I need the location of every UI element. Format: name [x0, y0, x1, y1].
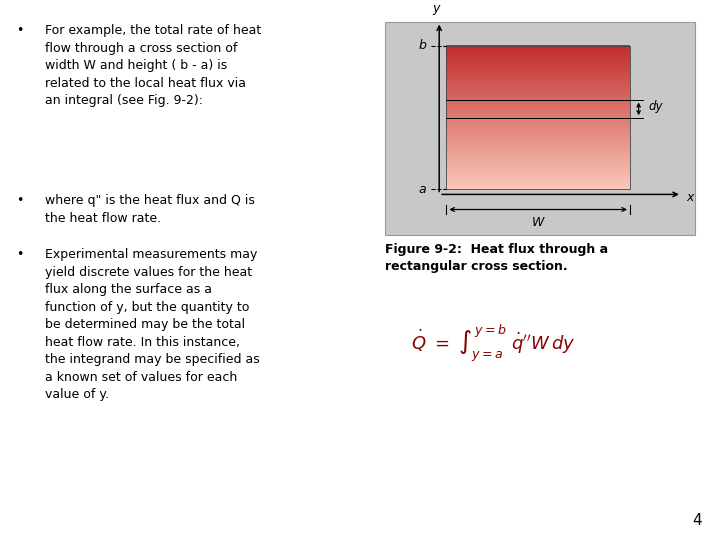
Bar — [446, 93, 630, 96]
Text: W: W — [532, 216, 544, 229]
Bar — [446, 86, 630, 89]
Bar — [446, 130, 630, 132]
Bar — [446, 127, 630, 130]
Bar — [446, 147, 630, 150]
Bar — [446, 85, 630, 87]
Bar — [446, 153, 630, 155]
Bar — [446, 122, 630, 125]
Bar — [446, 160, 630, 162]
Bar — [446, 72, 630, 75]
Text: dy: dy — [648, 100, 662, 113]
Bar — [446, 164, 630, 166]
Text: Figure 9-2:  Heat flux through a
rectangular cross section.: Figure 9-2: Heat flux through a rectangu… — [385, 243, 608, 273]
Text: •: • — [16, 24, 23, 37]
Bar — [446, 55, 630, 57]
Bar — [446, 154, 630, 157]
Bar — [446, 104, 630, 107]
Text: where q" is the heat flux and Q is
the heat flow rate.: where q" is the heat flux and Q is the h… — [45, 194, 254, 225]
Text: b: b — [418, 39, 426, 52]
Text: a: a — [418, 183, 426, 195]
Bar — [446, 88, 630, 91]
Bar — [446, 138, 630, 141]
Text: •: • — [16, 194, 23, 207]
Bar — [446, 81, 630, 84]
Bar — [446, 124, 630, 126]
Bar — [446, 126, 630, 128]
Bar — [385, 22, 695, 235]
Bar — [446, 113, 630, 116]
Bar — [446, 135, 630, 137]
Bar — [446, 101, 630, 103]
Bar — [446, 137, 630, 139]
Bar — [446, 169, 630, 171]
Bar — [446, 144, 630, 146]
Bar — [446, 58, 630, 60]
Bar — [446, 110, 630, 112]
Bar — [446, 106, 630, 109]
Bar — [446, 108, 630, 110]
Bar — [446, 97, 630, 99]
Bar — [446, 119, 630, 121]
Bar — [446, 83, 630, 85]
Bar — [446, 187, 630, 189]
Bar — [446, 165, 630, 167]
Bar — [446, 96, 630, 98]
Bar — [446, 149, 630, 151]
Bar — [446, 156, 630, 159]
Bar — [446, 181, 630, 184]
Bar — [446, 74, 630, 76]
Bar — [446, 63, 630, 65]
Bar — [446, 178, 630, 180]
Text: $\dot{Q}\ =\ \int_{y=a}^{y=b}\ \dot{q}^{\prime\prime}W\,dy$: $\dot{Q}\ =\ \int_{y=a}^{y=b}\ \dot{q}^{… — [411, 322, 575, 363]
Bar — [446, 142, 630, 144]
Bar — [446, 67, 630, 69]
Bar — [446, 69, 630, 71]
Bar — [446, 174, 630, 177]
Bar — [446, 112, 630, 114]
Bar — [446, 47, 630, 50]
Bar — [446, 185, 630, 187]
Text: y: y — [432, 2, 439, 15]
Bar — [446, 51, 630, 53]
Bar — [446, 131, 630, 133]
Bar — [446, 76, 630, 78]
Text: x: x — [686, 191, 693, 204]
Text: •: • — [16, 248, 23, 261]
Bar — [446, 179, 630, 182]
Bar — [446, 151, 630, 153]
Bar — [446, 176, 630, 178]
Text: Experimental measurements may
yield discrete values for the heat
flux along the : Experimental measurements may yield disc… — [45, 248, 259, 401]
Bar — [446, 158, 630, 160]
Bar — [446, 140, 630, 143]
Bar — [446, 90, 630, 92]
Bar — [446, 62, 630, 64]
Bar — [446, 146, 630, 148]
Bar — [446, 117, 630, 119]
Bar — [446, 120, 630, 123]
Text: 4: 4 — [693, 513, 702, 528]
Bar — [446, 45, 630, 48]
Bar — [446, 52, 630, 55]
Bar — [446, 79, 630, 82]
Bar — [446, 46, 630, 189]
Bar — [446, 103, 630, 105]
Bar — [446, 99, 630, 102]
Bar — [446, 49, 630, 51]
Bar — [446, 65, 630, 68]
Bar — [446, 115, 630, 117]
Text: For example, the total rate of heat
flow through a cross section of
width W and : For example, the total rate of heat flow… — [45, 24, 261, 107]
Bar — [446, 167, 630, 170]
Bar — [446, 56, 630, 58]
Bar — [446, 172, 630, 175]
Bar — [446, 133, 630, 136]
Bar — [446, 60, 630, 62]
Bar — [446, 92, 630, 94]
Bar — [446, 78, 630, 80]
Bar — [446, 161, 630, 164]
Bar — [446, 183, 630, 185]
Bar — [446, 171, 630, 173]
Bar — [446, 70, 630, 73]
